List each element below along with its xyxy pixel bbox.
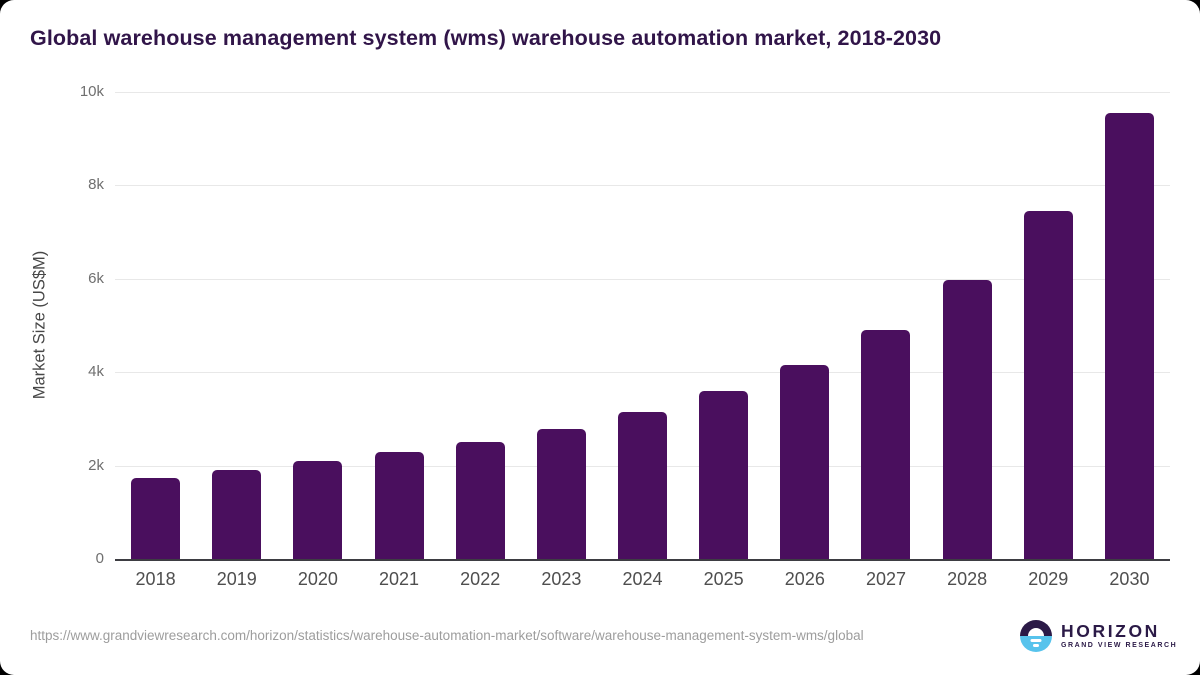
bar-2019 [212,470,262,559]
bar-slot-2022 [440,92,521,559]
bar-slot-2028 [927,92,1008,559]
bar-2023 [536,428,586,559]
logo-reflection-dash [1033,644,1039,647]
x-tick-label-2019: 2019 [216,569,257,589]
bar-slot-2027 [845,92,926,559]
logo-brand: HORIZON [1061,621,1160,641]
x-tick-label-2028: 2028 [947,569,988,589]
logo-sun-dome [1028,628,1044,636]
y-tick-label-6k: 6k [88,269,104,287]
chart-title: Global warehouse management system (wms)… [30,26,942,50]
bar-slot-2030 [1089,92,1170,559]
bar-2022 [455,441,505,559]
plot-area [115,92,1170,561]
logo-text: HORIZON GRAND VIEW RESEARCH [1061,621,1178,649]
bar-slot-2026 [764,92,845,559]
horizon-logo-icon [1020,620,1052,652]
bar-series [115,92,1170,559]
bar-2018 [131,478,181,559]
gridline-4k [115,372,1170,374]
y-tick-label-8k: 8k [88,176,104,194]
gridline-8k [115,185,1170,187]
y-tick-label-10k: 10k [79,83,104,100]
bar-slot-2023 [521,92,602,559]
x-tick-label-2027: 2027 [865,569,906,589]
bar-slot-2025 [683,92,764,559]
x-tick-label-2026: 2026 [784,569,825,589]
bar-slot-2029 [1008,92,1089,559]
logo-subbrand: GRAND VIEW RESEARCH [1061,642,1178,649]
bar-2027 [861,329,911,559]
x-tick-label-2025: 2025 [703,569,744,589]
bar-slot-2018 [115,92,196,559]
x-tick-label-2018: 2018 [135,569,176,589]
bar-slot-2021 [358,92,439,559]
bar-2026 [780,364,830,559]
bar-2021 [374,452,424,559]
x-tick-label-2021: 2021 [379,569,420,589]
y-axis-ticks: 0 2k 4k 6k 8k 10k [0,83,104,567]
source-url: https://www.grandviewresearch.com/horizo… [30,628,864,643]
bar-slot-2024 [602,92,683,559]
gridline-10k [115,92,1170,93]
x-tick-label-2023: 2023 [541,569,582,589]
bar-slot-2019 [196,92,277,559]
bar-2020 [293,460,343,559]
horizon-logo: HORIZON GRAND VIEW RESEARCH [1020,620,1177,652]
x-tick-label-2024: 2024 [622,569,663,589]
logo-reflection-dash [1030,639,1042,642]
x-axis-labels: 2018 2019 2020 2021 2022 2023 2024 2025 2026 2027… [115,569,1170,590]
gridline-6k [115,278,1170,280]
bar-2030 [1104,112,1154,559]
y-tick-label-0: 0 [95,550,104,567]
bar-2024 [618,412,668,559]
x-tick-label-2030: 2030 [1109,569,1150,589]
x-tick-label-2029: 2029 [1028,569,1069,589]
bar-2029 [1023,211,1073,559]
bar-2025 [699,391,749,559]
y-tick-label-4k: 4k [88,363,104,381]
bar-2028 [942,279,992,559]
bar-slot-2020 [277,92,358,559]
y-tick-label-2k: 2k [88,456,104,474]
x-tick-label-2022: 2022 [460,569,501,589]
x-tick-label-2020: 2020 [297,569,338,589]
